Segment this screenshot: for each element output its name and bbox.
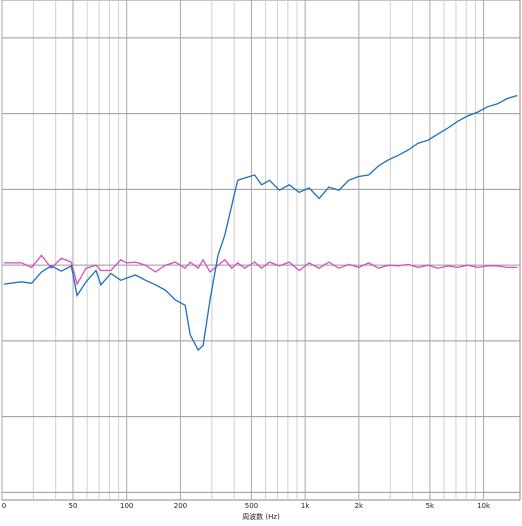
- x-tick-label: 1k: [301, 502, 310, 510]
- series-line: [3, 254, 518, 286]
- x-tick-label: 2k: [355, 502, 364, 510]
- x-tick-label: 0: [2, 502, 6, 510]
- x-tick-label: 200: [174, 502, 187, 510]
- series-line: [3, 94, 518, 352]
- x-axis-label: 周波数 (Hz): [242, 512, 280, 521]
- x-tick-label: 5k: [426, 502, 435, 510]
- x-tick-label: 100: [120, 502, 133, 510]
- x-tick-label: 500: [245, 502, 258, 510]
- plot-area: [1, 0, 521, 501]
- x-tick-label: 50: [69, 502, 78, 510]
- x-tick-label: 10k: [477, 502, 491, 510]
